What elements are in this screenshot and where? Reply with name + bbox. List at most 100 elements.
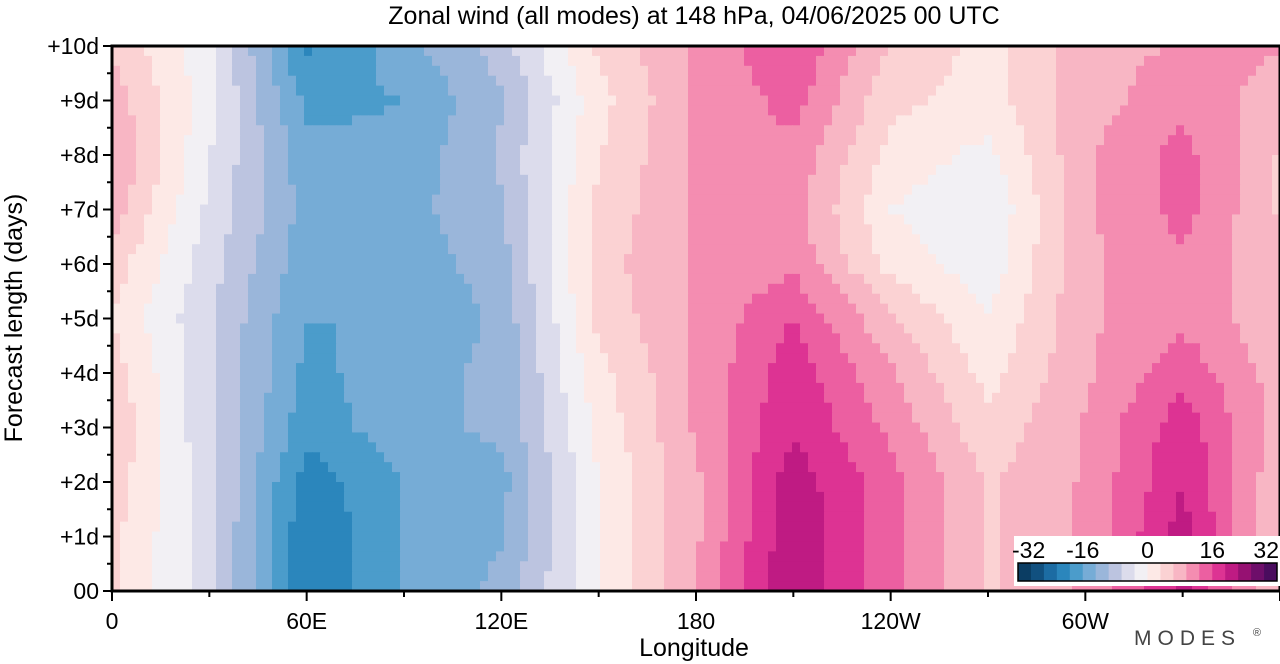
heat-cell [128,264,137,275]
heat-cell [232,75,241,87]
heat-cell [808,194,817,206]
heat-cell [1072,95,1081,107]
heat-cell [816,194,825,206]
heat-cell [608,65,617,77]
heat-cell [744,303,753,315]
heat-cell [1024,244,1033,255]
heat-cell [816,85,825,97]
heat-cell [1176,293,1185,305]
heat-cell [624,145,633,156]
heat-cell [688,164,697,176]
heat-cell [824,155,833,166]
heat-cell [520,283,529,295]
heat-cell [536,164,545,176]
heat-cell [960,333,969,344]
heat-cell [744,273,753,285]
heat-cell [1120,164,1129,176]
heat-cell [1128,214,1137,225]
heat-cell [368,333,377,344]
heat-cell [144,155,153,166]
heat-cell [624,115,633,126]
heat-cell [888,194,897,206]
heat-cell [576,105,585,116]
heat-cell [176,283,185,295]
heat-cell [904,363,913,374]
heat-cell [784,105,793,116]
heat-cell [816,65,825,77]
heat-cell [1144,224,1153,235]
heat-cell [744,135,753,146]
heat-cell [480,184,489,196]
heat-cell [720,125,729,136]
heat-cell [144,135,153,146]
heat-cell [1024,135,1033,146]
heat-cell [864,214,873,225]
heat-cell [360,164,369,176]
heat-cell [128,303,137,315]
heat-cell [768,214,777,225]
heat-cell [920,65,929,77]
heat-cell [112,273,121,285]
heat-cell [648,273,657,285]
heat-cell [600,323,609,334]
heat-cell [776,323,785,334]
heat-cell [408,273,417,285]
heat-cell [1232,184,1241,196]
heat-cell [256,283,265,295]
heat-cell [792,184,801,196]
heat-cell [800,283,809,295]
heat-cell [512,174,521,186]
heat-cell [872,353,881,364]
heat-cell [1064,194,1073,206]
heat-cell [336,273,345,285]
heat-cell [288,313,297,325]
heat-cell [320,254,329,265]
heat-cell [664,313,673,325]
heat-cell [424,204,433,216]
heat-cell [1000,204,1009,216]
heat-cell [840,264,849,275]
heat-cell [416,194,425,206]
heat-cell [1088,363,1097,374]
heat-cell [384,125,393,136]
heat-cell [200,343,209,354]
heat-cell [608,46,617,57]
heat-cell [128,353,137,364]
heat-cell [912,293,921,305]
heat-cell [288,244,297,255]
heat-cell [760,293,769,305]
heat-cell [568,55,577,67]
heat-cell [784,254,793,265]
heat-cell [264,323,273,334]
heat-cell [552,174,561,186]
heat-cell [520,293,529,305]
heat-cell [528,145,537,156]
heat-cell [224,145,233,156]
heat-cell [688,244,697,255]
heat-cell [976,95,985,107]
heat-cell [152,382,161,394]
heat-cell [928,214,937,225]
heat-cell [136,224,145,235]
heat-cell [384,55,393,67]
heat-cell [1184,373,1193,384]
heat-cell [336,234,345,245]
heat-cell [680,224,689,235]
heat-cell [584,343,593,354]
heat-cell [152,174,161,186]
heat-cell [984,214,993,225]
heat-cell [200,293,209,305]
heat-cell [416,234,425,245]
heat-cell [520,46,529,57]
heat-cell [896,55,905,67]
heat-cell [120,145,129,156]
heat-cell [1080,115,1089,126]
heat-cell [704,135,713,146]
heat-cell [856,184,865,196]
heat-cell [1048,115,1057,126]
heat-cell [544,373,553,384]
heat-cell [1160,115,1169,126]
heat-cell [824,313,833,325]
heat-cell [736,135,745,146]
heat-cell [536,184,545,196]
